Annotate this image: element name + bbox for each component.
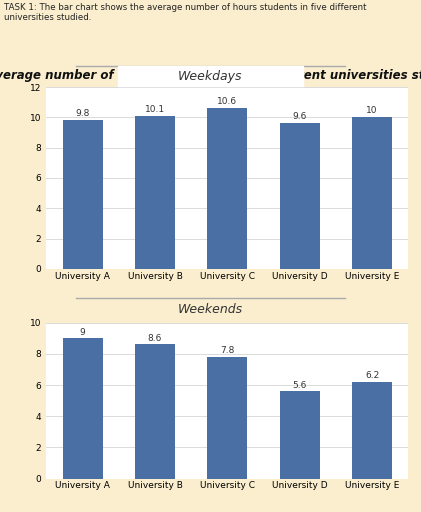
Text: Weekends: Weekends xyxy=(178,303,243,316)
Text: The average number of hours students in five different universities studied: The average number of hours students in … xyxy=(0,69,421,82)
Text: 9: 9 xyxy=(80,328,85,336)
Text: 5.6: 5.6 xyxy=(293,381,307,390)
Bar xyxy=(63,338,103,479)
Text: 10.6: 10.6 xyxy=(217,97,237,106)
Text: 10.1: 10.1 xyxy=(145,104,165,114)
Bar xyxy=(135,345,175,479)
Bar xyxy=(352,382,392,479)
Text: 7.8: 7.8 xyxy=(220,346,234,355)
Bar xyxy=(280,391,320,479)
Text: TASK 1: The bar chart shows the average number of hours students in five differe: TASK 1: The bar chart shows the average … xyxy=(4,3,367,22)
Bar xyxy=(208,357,247,479)
Text: 9.6: 9.6 xyxy=(293,112,307,121)
Text: 10: 10 xyxy=(366,106,378,115)
Text: 9.8: 9.8 xyxy=(75,109,90,118)
Text: 6.2: 6.2 xyxy=(365,371,379,380)
Text: Weekdays: Weekdays xyxy=(178,70,243,83)
Bar xyxy=(352,117,392,269)
Bar xyxy=(208,108,247,269)
Bar xyxy=(63,120,103,269)
Bar xyxy=(135,116,175,269)
Text: 8.6: 8.6 xyxy=(148,334,162,343)
Bar xyxy=(280,123,320,269)
